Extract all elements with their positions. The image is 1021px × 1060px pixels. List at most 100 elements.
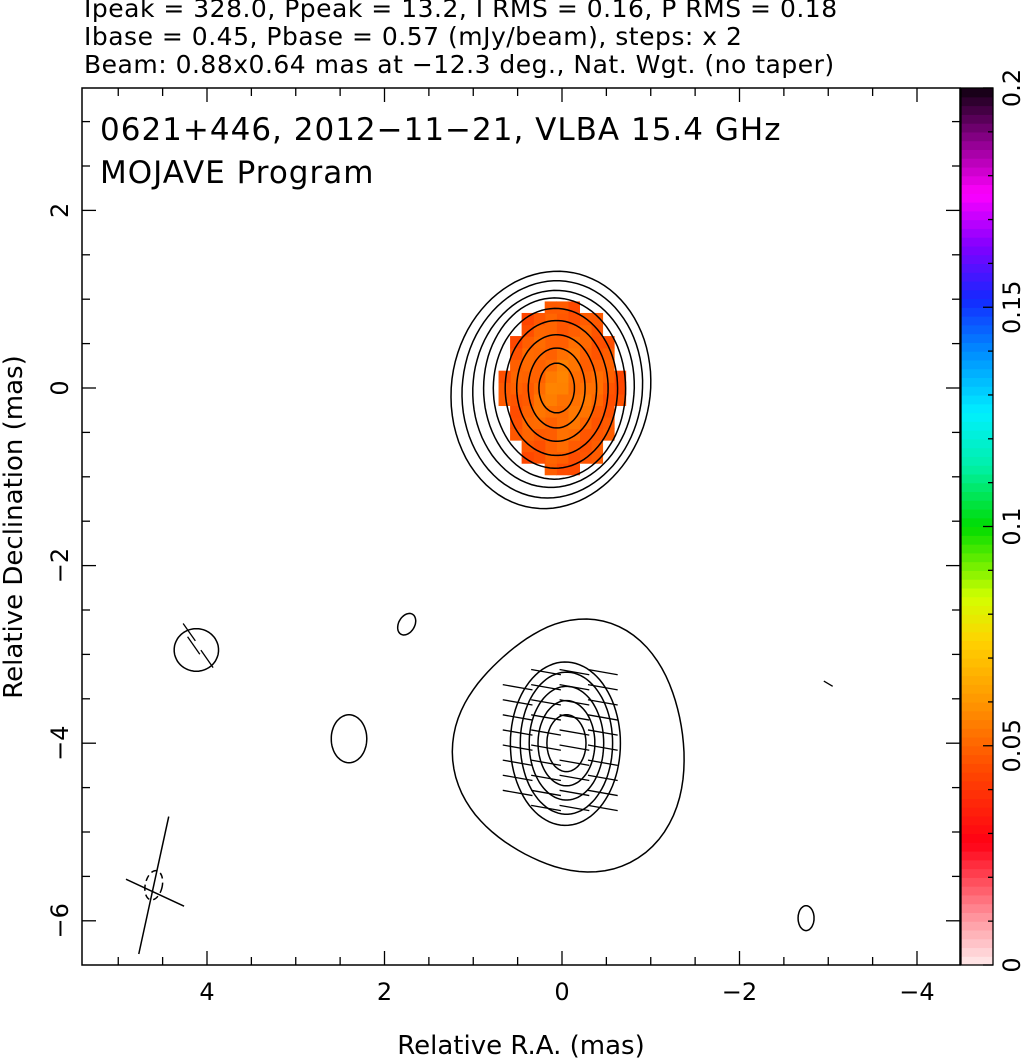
polarization-pixel — [533, 347, 546, 360]
evpa-vector — [559, 714, 590, 721]
polarization-pixel — [533, 451, 546, 464]
polarization-pixel — [579, 359, 592, 372]
evpa-vector — [502, 683, 533, 691]
colorbar-tick-label: 0.05 — [998, 719, 1021, 772]
colorbar-tick-label: 0.2 — [998, 69, 1021, 107]
evpa-vector — [559, 744, 590, 751]
chart-title: 0621+446, 2012−11−21, VLBA 15.4 GHz — [100, 112, 781, 148]
contour-lines — [173, 270, 815, 932]
x-tick-label: 4 — [199, 978, 214, 1006]
polarization-pixel — [567, 416, 581, 430]
noise-contour — [173, 627, 220, 673]
polarization-pixel — [544, 312, 557, 326]
evpa-vector — [587, 804, 618, 812]
header-line-1: Ipeak = 328.0, Ppeak = 13.2, I RMS = 0.1… — [84, 0, 838, 23]
jet-contour — [451, 618, 685, 873]
evpa-vector — [502, 744, 533, 751]
polarization-pixel — [498, 370, 511, 383]
polarization-pixel — [579, 336, 592, 349]
polarization-pixel — [602, 347, 615, 360]
evpa-vector — [559, 789, 590, 797]
polarization-pixel — [544, 324, 557, 337]
header-line-3: Beam: 0.88x0.64 mas at −12.3 deg., Nat. … — [84, 50, 835, 79]
evpa-vector — [559, 668, 590, 676]
evpa-vector — [531, 714, 561, 721]
evpa-vector — [531, 668, 561, 676]
y-tick-label: −4 — [46, 726, 74, 761]
y-axis-label: Relative Declination (mas) — [0, 355, 29, 698]
core-contour — [538, 362, 576, 414]
beam-symbol — [125, 816, 185, 955]
evpa-vector — [559, 804, 590, 812]
polarization-pixel — [579, 370, 592, 383]
evpa-vector — [587, 668, 618, 676]
evpa-vector — [502, 789, 533, 797]
evpa-vector — [531, 804, 561, 812]
axis-ticks — [82, 87, 993, 966]
polarization-pixel — [602, 428, 615, 441]
polarization-pixel — [579, 439, 592, 453]
polarization-pixel — [556, 370, 569, 383]
polarization-pixel — [521, 439, 534, 453]
core-contour — [472, 289, 636, 489]
polarization-pixel — [521, 428, 534, 441]
polarization-pixel — [602, 393, 615, 407]
x-tick-label: −2 — [722, 978, 757, 1006]
polarization-pixel — [567, 359, 581, 372]
polarization-vectors — [182, 623, 834, 812]
core-contour — [461, 280, 644, 499]
jet-contour — [509, 661, 622, 827]
polarization-pixel — [579, 428, 592, 441]
polarization-pixel — [510, 428, 523, 441]
polarization-pixel — [510, 393, 523, 407]
evpa-vector — [531, 699, 561, 706]
polarization-pixel — [544, 439, 557, 453]
jet-contour — [546, 714, 587, 773]
core-contour — [504, 319, 609, 457]
evpa-vector — [200, 649, 214, 668]
polarization-pixel — [544, 451, 557, 464]
polarization-pixel — [567, 312, 581, 326]
polarization-pixel — [556, 336, 569, 349]
polarization-pixel — [567, 405, 581, 418]
polarization-pixel — [602, 336, 615, 349]
evpa-vector — [587, 683, 618, 691]
evpa-vector — [502, 774, 533, 782]
polarization-pixel — [533, 416, 546, 430]
core-contour — [482, 297, 627, 480]
jet-contour — [519, 671, 614, 815]
polarization-pixel — [521, 359, 534, 372]
colorbar — [960, 87, 994, 966]
polarization-pixel — [602, 370, 615, 383]
polarization-pixel — [556, 324, 569, 337]
evpa-vector — [531, 683, 561, 691]
polarization-pixel — [567, 439, 581, 453]
polarization-pixel — [544, 301, 557, 314]
evpa-vector — [187, 636, 201, 655]
colorbar-tick-label: 0.1 — [998, 507, 1021, 545]
polarization-pixel — [567, 347, 581, 360]
polarization-pixel — [556, 312, 569, 326]
plot-frame — [81, 87, 961, 966]
colorbar-tick-label: 0 — [998, 957, 1021, 972]
polarization-pixel — [590, 370, 604, 383]
evpa-vector — [587, 729, 618, 736]
evpa-vector — [559, 759, 590, 766]
evpa-vector — [502, 759, 533, 766]
polarization-pixel — [510, 416, 523, 430]
y-tick-label: 0 — [46, 380, 74, 395]
polarization-pixel — [613, 382, 627, 395]
polarization-pixel — [533, 312, 546, 326]
jet-contour — [528, 685, 605, 801]
polarization-pixel — [521, 370, 534, 383]
polarization-pixel — [521, 336, 534, 349]
polarization-pixel — [590, 451, 604, 464]
polarization-pixel — [579, 393, 592, 407]
polarization-pixel — [567, 336, 581, 349]
core-contour — [527, 347, 586, 429]
header-line-2: Ibase = 0.45, Pbase = 0.57 (mJy/beam), s… — [84, 22, 743, 51]
polarization-pixel — [556, 393, 569, 407]
x-axis-label: Relative R.A. (mas) — [397, 1031, 644, 1060]
evpa-vector — [531, 789, 561, 797]
polarization-pixel — [498, 393, 511, 407]
